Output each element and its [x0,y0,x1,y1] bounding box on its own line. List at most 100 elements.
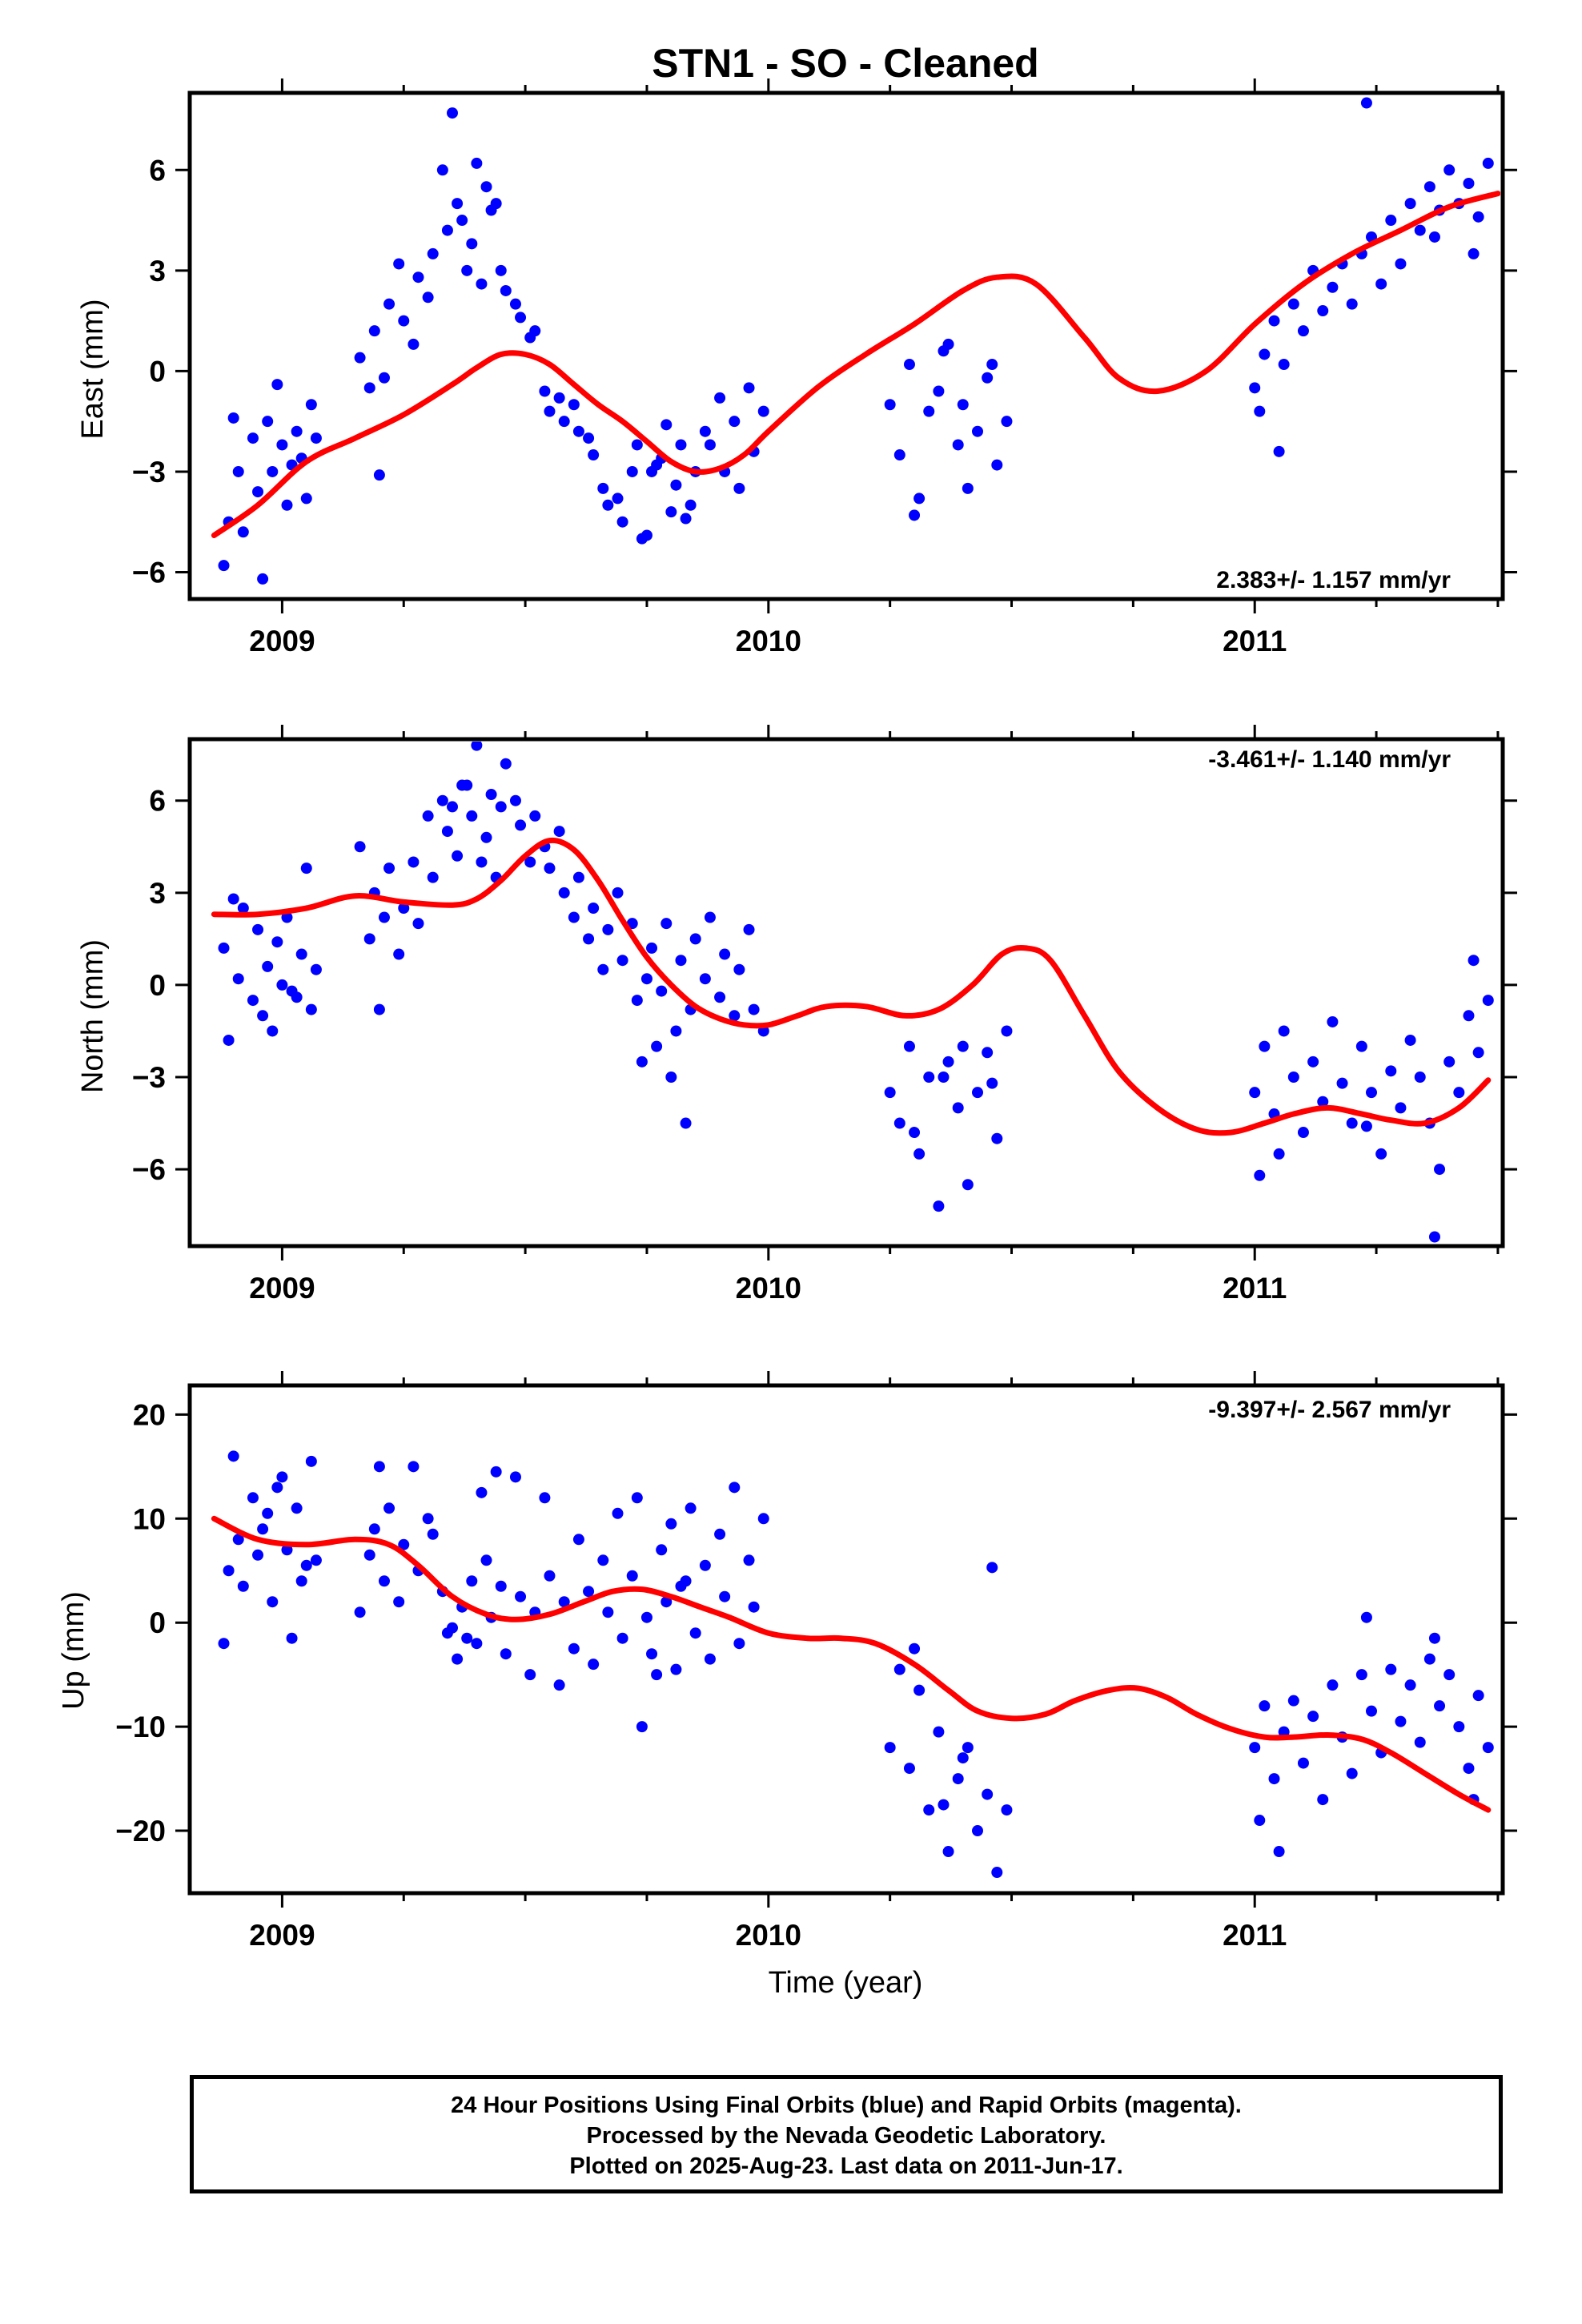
model-curve-north [211,837,1492,1136]
data-point [1404,198,1416,210]
data-point [495,1580,507,1592]
data-point [281,499,293,511]
data-point [373,1003,385,1015]
data-point [1482,1742,1494,1754]
data-point [436,164,448,176]
y-tick-label: 3 [149,255,166,287]
data-point [602,1606,614,1618]
data-point [689,933,701,945]
data-point [1317,305,1329,317]
data-point [568,1642,580,1655]
y-tick-label: 20 [133,1398,166,1431]
plot-frame-east [187,90,1505,601]
data-point [923,1072,935,1083]
data-point [267,1596,279,1608]
data-point [626,465,638,477]
data-point [646,942,658,954]
data-point [1273,1846,1285,1858]
data-point [893,1117,905,1129]
data-point [452,850,464,862]
data-point [986,1077,998,1089]
data-point [476,278,488,290]
data-point [509,1471,521,1483]
data-point [583,432,595,444]
data-point [218,560,230,572]
rate-label-up: -9.397+/- 2.567 mm/yr [1208,1397,1451,1423]
data-point [524,856,536,868]
data-point [957,1752,969,1764]
data-point [539,385,551,397]
x-tick-label: 2010 [736,625,801,657]
data-point [1434,1164,1446,1176]
data-point [524,1669,536,1681]
data-point [1317,1794,1329,1806]
data-point [1355,1669,1367,1681]
data-point [588,903,600,914]
data-point [699,1559,711,1571]
data-point [962,1179,974,1191]
data-point [267,1025,279,1037]
data-point [1327,1679,1339,1691]
data-point [500,758,512,770]
data-point [612,493,624,505]
data-point [616,516,628,528]
data-point [267,465,279,477]
data-point [748,1601,760,1613]
data-point [529,325,541,337]
data-point [232,1534,244,1546]
data-point [1254,405,1266,417]
data-point [495,801,507,813]
data-point [1472,211,1484,223]
data-point [1278,359,1290,371]
data-point [422,1513,434,1525]
data-point [305,1455,317,1467]
data-point [636,1055,648,1068]
data-point [1249,1087,1261,1099]
data-point [1249,1742,1261,1754]
data-point [378,372,390,384]
data-point [262,416,274,428]
data-point [1414,224,1426,236]
data-point [1443,1669,1456,1681]
data-point [631,1492,643,1504]
y-tick-label: −10 [115,1711,166,1743]
data-point [933,385,945,397]
data-point [957,1040,969,1052]
rate-label-north: -3.461+/- 1.140 mm/yr [1208,746,1451,773]
data-point [952,1102,964,1114]
data-point [714,991,726,1003]
data-point [704,439,716,451]
data-point [884,1087,896,1099]
data-point [1287,1072,1299,1083]
data-point [1327,1015,1339,1027]
data-point [588,1659,600,1671]
data-point [490,1466,502,1478]
data-point [553,826,565,838]
data-point [670,479,682,491]
data-point [1395,1102,1407,1114]
data-point [1268,315,1280,327]
data-point [378,1575,390,1587]
data-point [933,1726,945,1738]
data-point [232,973,244,985]
data-point [1307,1055,1319,1068]
data-point [957,399,969,411]
model-curve-up [211,1515,1492,1813]
data-point [480,831,492,843]
data-point [942,1055,954,1068]
data-point [893,1663,905,1675]
data-point [680,1117,692,1129]
data-point [1414,1736,1426,1748]
data-point [913,1684,926,1696]
data-point [1443,1055,1456,1068]
data-point [1404,1034,1416,1046]
data-point [408,338,420,350]
y-axis-label-north: North (mm) [76,939,110,1093]
data-point [938,345,950,357]
data-point [271,936,283,948]
data-point [680,513,692,525]
data-point [393,1596,405,1608]
data-point [218,1638,230,1650]
data-point [544,862,556,875]
data-point [461,1632,473,1644]
